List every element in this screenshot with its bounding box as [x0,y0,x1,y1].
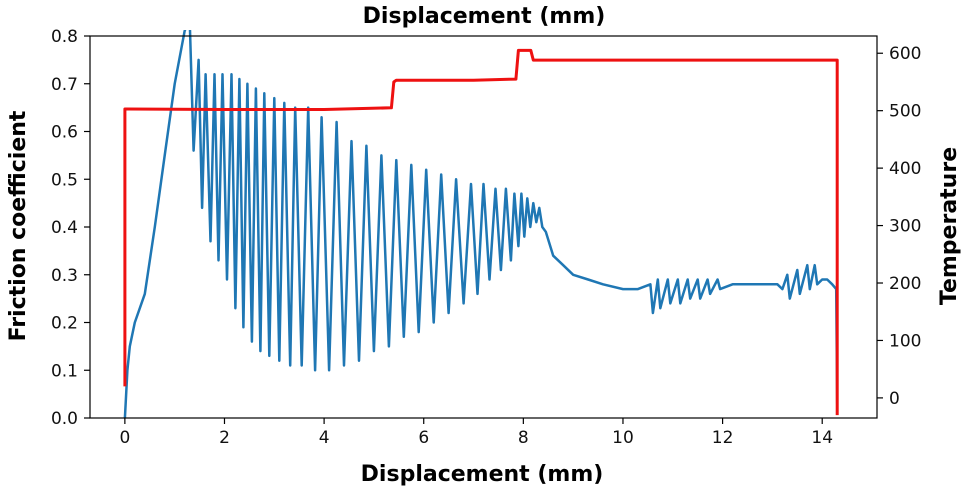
x-tick-label: 12 [712,428,734,448]
x-axis: 0 2 4 6 8 10 12 14 [119,418,833,448]
y2-tick-label: 0 [889,389,900,409]
y2-tick-label: 100 [889,331,921,351]
plot-frame [89,35,878,419]
y2-axis-title: Temperature [937,147,962,305]
x-tick-label: 14 [811,428,833,448]
y-axis-title: Friction coefficient [6,110,31,341]
x-tick-label: 4 [319,428,330,448]
y2-tick-label: 300 [889,217,921,237]
x-axis-title: Displacement (mm) [361,462,604,487]
x-tick-label: 8 [518,428,529,448]
y2-tick-label: 400 [889,159,921,179]
x-tick-label: 6 [418,428,429,448]
friction-series-line [123,30,839,418]
x-tick-label: 10 [612,428,634,448]
y-axis-right: 0 100 200 300 400 500 600 [877,44,921,409]
y-tick-label: 0.7 [51,75,78,95]
y2-tick-label: 500 [889,102,921,122]
y-axis-left: 0.0 0.1 0.2 0.3 0.4 0.5 0.6 0.7 0.8 [51,27,90,429]
x-tick-label: 0 [119,428,130,448]
y-tick-label: 0.2 [51,314,78,334]
y2-tick-label: 200 [889,274,921,294]
y-tick-label: 0.4 [51,218,78,238]
y-tick-label: 0.1 [51,361,78,381]
plot-area [89,30,878,419]
x-tick-label: 2 [219,428,230,448]
temperature-series-line [123,48,839,416]
y-tick-label: 0.0 [51,409,78,429]
y-tick-label: 0.6 [51,123,78,143]
chart-title: Displacement (mm) [363,4,606,29]
y-tick-label: 0.5 [51,170,78,190]
y-tick-label: 0.3 [51,266,78,286]
y-tick-label: 0.8 [51,27,78,47]
y2-tick-label: 600 [889,44,921,64]
